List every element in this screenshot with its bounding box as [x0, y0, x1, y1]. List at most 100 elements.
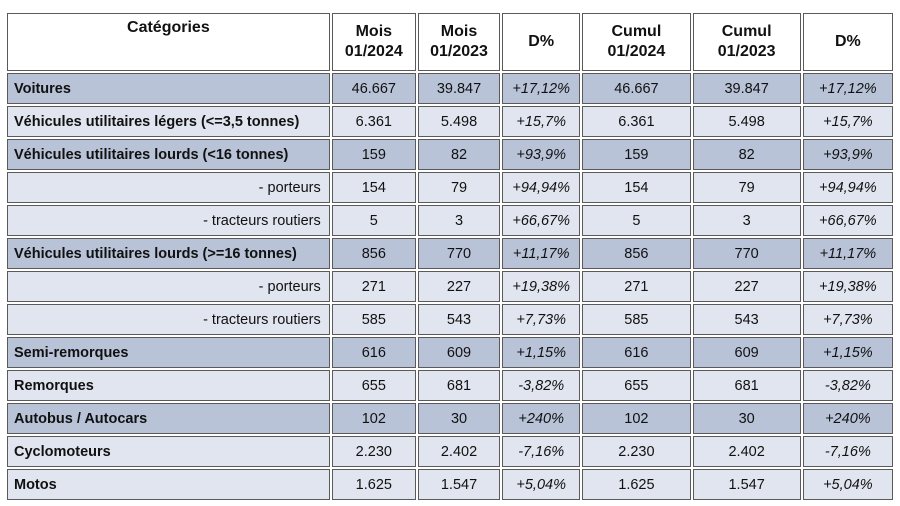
- value-cell: +240%: [802, 403, 893, 434]
- value-cell: 2.402: [417, 436, 501, 467]
- value-cell: 227: [417, 271, 501, 302]
- table-row: - tracteurs routiers 5 3 +66,67% 5 3 +66,67%: [7, 205, 893, 236]
- value-cell: +5,04%: [802, 469, 893, 500]
- value-cell: 543: [692, 304, 801, 335]
- value-cell: 30: [417, 403, 501, 434]
- header-cell: Cumul 01/2023: [692, 13, 801, 71]
- value-cell: +93,9%: [802, 139, 893, 170]
- header-text: Cumul: [611, 23, 662, 40]
- value-cell: 1.625: [331, 469, 416, 500]
- table-row: Véhicules utilitaires lourds (<16 tonnes…: [7, 139, 893, 170]
- value-cell: 609: [417, 337, 501, 368]
- category-cell: - porteurs: [7, 172, 330, 203]
- value-cell: 30: [692, 403, 801, 434]
- value-cell: +19,38%: [802, 271, 893, 302]
- data-table: Catégories Mois 01/2024 Mois 01/2023 D% Cumul 0…: [5, 11, 895, 502]
- value-cell: +7,73%: [502, 304, 581, 335]
- category-cell: - porteurs: [7, 271, 330, 302]
- value-cell: 5: [582, 205, 691, 236]
- value-cell: 3: [692, 205, 801, 236]
- value-cell: 770: [417, 238, 501, 269]
- value-cell: +1,15%: [802, 337, 893, 368]
- value-cell: 5: [331, 205, 416, 236]
- value-cell: 39.847: [692, 73, 801, 104]
- value-cell: +66,67%: [802, 205, 893, 236]
- page: Catégories Mois 01/2024 Mois 01/2023 D% Cumul 0…: [5, 11, 895, 502]
- header-cell: Mois 01/2024: [331, 13, 416, 71]
- header-text: 01/2023: [430, 43, 488, 60]
- value-cell: 609: [692, 337, 801, 368]
- value-cell: 82: [692, 139, 801, 170]
- value-cell: 543: [417, 304, 501, 335]
- header-cell: D%: [802, 13, 893, 71]
- value-cell: 79: [417, 172, 501, 203]
- value-cell: 159: [331, 139, 416, 170]
- value-cell: +94,94%: [802, 172, 893, 203]
- header-cell: Cumul 01/2024: [582, 13, 691, 71]
- value-cell: -3,82%: [502, 370, 581, 401]
- value-cell: 655: [331, 370, 416, 401]
- header-row: Catégories Mois 01/2024 Mois 01/2023 D% Cumul 0…: [7, 13, 893, 71]
- value-cell: +93,9%: [502, 139, 581, 170]
- header-text: Catégories: [127, 19, 210, 36]
- value-cell: -7,16%: [502, 436, 581, 467]
- category-cell: Véhicules utilitaires lourds (>=16 tonne…: [7, 238, 330, 269]
- value-cell: 46.667: [582, 73, 691, 104]
- category-cell: Motos: [7, 469, 330, 500]
- category-cell: Véhicules utilitaires lourds (<16 tonnes…: [7, 139, 330, 170]
- value-cell: -7,16%: [802, 436, 893, 467]
- value-cell: 770: [692, 238, 801, 269]
- value-cell: 6.361: [331, 106, 416, 137]
- value-cell: 2.402: [692, 436, 801, 467]
- value-cell: +17,12%: [802, 73, 893, 104]
- value-cell: 681: [692, 370, 801, 401]
- table-row: Véhicules utilitaires lourds (>=16 tonne…: [7, 238, 893, 269]
- value-cell: 5.498: [417, 106, 501, 137]
- value-cell: 102: [331, 403, 416, 434]
- value-cell: +15,7%: [802, 106, 893, 137]
- value-cell: 655: [582, 370, 691, 401]
- header-cell: D%: [502, 13, 581, 71]
- table-row: Cyclomoteurs 2.230 2.402 -7,16% 2.230 2.402 -7…: [7, 436, 893, 467]
- category-cell: Véhicules utilitaires légers (<=3,5 tonn…: [7, 106, 330, 137]
- value-cell: +66,67%: [502, 205, 581, 236]
- value-cell: 154: [582, 172, 691, 203]
- value-cell: +1,15%: [502, 337, 581, 368]
- table-row: Autobus / Autocars 102 30 +240% 102 30 +240%: [7, 403, 893, 434]
- category-cell: Cyclomoteurs: [7, 436, 330, 467]
- value-cell: 3: [417, 205, 501, 236]
- header-text: 01/2024: [344, 43, 403, 60]
- value-cell: +15,7%: [502, 106, 581, 137]
- table-row: Semi-remorques 616 609 +1,15% 616 609 +1,15%: [7, 337, 893, 368]
- value-cell: 6.361: [582, 106, 691, 137]
- value-cell: 681: [417, 370, 501, 401]
- header-text: Mois: [355, 23, 393, 40]
- value-cell: 856: [582, 238, 691, 269]
- table-row: Remorques 655 681 -3,82% 655 681 -3,82%: [7, 370, 893, 401]
- value-cell: 1.547: [417, 469, 501, 500]
- value-cell: 856: [331, 238, 416, 269]
- value-cell: +94,94%: [502, 172, 581, 203]
- value-cell: +7,73%: [802, 304, 893, 335]
- table-row: - porteurs 271 227 +19,38% 271 227 +19,38%: [7, 271, 893, 302]
- value-cell: +240%: [502, 403, 581, 434]
- value-cell: 1.547: [692, 469, 801, 500]
- table-row: Motos 1.625 1.547 +5,04% 1.625 1.547 +5,04%: [7, 469, 893, 500]
- table-row: - tracteurs routiers 585 543 +7,73% 585 543 +7…: [7, 304, 893, 335]
- value-cell: 585: [582, 304, 691, 335]
- value-cell: 1.625: [582, 469, 691, 500]
- value-cell: 46.667: [331, 73, 416, 104]
- value-cell: 154: [331, 172, 416, 203]
- value-cell: 227: [692, 271, 801, 302]
- value-cell: 159: [582, 139, 691, 170]
- value-cell: +11,17%: [502, 238, 581, 269]
- value-cell: +17,12%: [502, 73, 581, 104]
- header-text: Cumul: [721, 23, 772, 40]
- category-cell: - tracteurs routiers: [7, 205, 330, 236]
- value-cell: -3,82%: [802, 370, 893, 401]
- value-cell: 2.230: [582, 436, 691, 467]
- value-cell: 5.498: [692, 106, 801, 137]
- value-cell: +19,38%: [502, 271, 581, 302]
- table-row: Véhicules utilitaires légers (<=3,5 tonn…: [7, 106, 893, 137]
- value-cell: 2.230: [331, 436, 416, 467]
